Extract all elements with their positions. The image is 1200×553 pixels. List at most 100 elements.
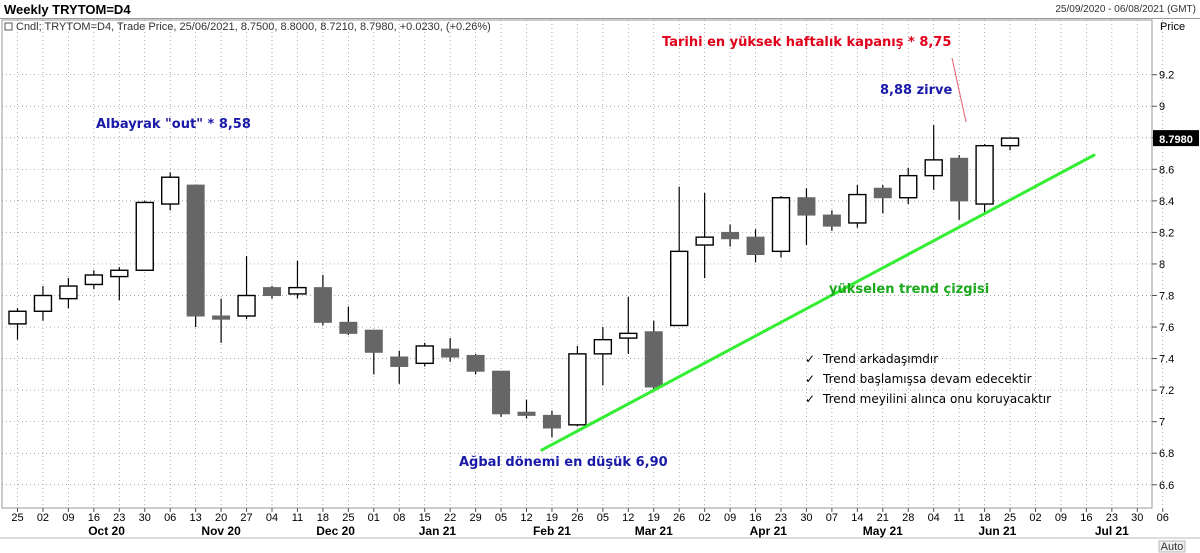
candle	[237, 256, 256, 320]
candle-body-down	[339, 321, 358, 334]
y-tick-label: 8.2	[1159, 227, 1174, 239]
annotation-albayrak: Albayrak "out" * 8,58	[96, 117, 251, 132]
auto-scale-label: Auto	[1161, 541, 1184, 553]
candle	[899, 167, 918, 205]
candle	[390, 350, 409, 384]
x-tick-label: 04	[928, 512, 940, 524]
candle-body-up	[135, 201, 154, 271]
candle-body-down	[873, 187, 892, 199]
candle-body-up	[695, 236, 714, 246]
x-month-label: Apr 21	[750, 524, 788, 538]
x-month-label: Jul 21	[1095, 524, 1129, 538]
candle	[568, 345, 587, 427]
candle	[135, 200, 154, 271]
candle-body-up	[288, 286, 307, 295]
x-tick-label: 11	[292, 512, 303, 524]
candle-body-up	[899, 174, 918, 199]
candle-body-up	[924, 159, 943, 177]
y-tick-label: 8.4	[1159, 196, 1174, 208]
x-tick-label: 23	[775, 512, 787, 524]
candle	[288, 260, 307, 299]
candle-body-down	[492, 370, 511, 415]
header-divider	[0, 18, 1200, 19]
candle	[364, 329, 383, 375]
candle-body-up	[33, 294, 53, 312]
x-tick-label: 19	[648, 512, 660, 524]
x-tick-label: 09	[724, 512, 736, 524]
x-tick-label: 02	[699, 512, 711, 524]
y-tick-label: 9.2	[1159, 70, 1174, 82]
candle	[212, 298, 231, 343]
x-tick-label: 29	[469, 512, 481, 524]
candle	[542, 410, 561, 438]
check-icon: ✓	[805, 392, 815, 406]
candle	[415, 342, 434, 367]
candle	[339, 306, 358, 335]
x-tick-label: 15	[419, 512, 431, 524]
candle	[8, 308, 27, 340]
x-tick-label: 12	[622, 512, 634, 524]
last-price-label: 8.7980	[1159, 134, 1193, 146]
auto-scale-toggle[interactable]	[1158, 540, 1186, 553]
candle-body-down	[542, 414, 561, 429]
x-tick-label: 16	[88, 512, 100, 524]
x-month-label: Jun 21	[978, 524, 1016, 538]
candle	[644, 320, 663, 392]
x-tick-label: 16	[1080, 512, 1092, 524]
candle-body-up	[59, 285, 78, 300]
candle	[313, 275, 332, 326]
x-tick-label: 23	[113, 512, 125, 524]
candle	[746, 229, 765, 263]
x-tick-label: 09	[62, 512, 74, 524]
candle	[160, 172, 180, 211]
x-tick-label: 26	[673, 512, 685, 524]
x-tick-label: 07	[826, 512, 838, 524]
y-axis-label: Price	[1160, 21, 1185, 33]
candle	[950, 155, 969, 220]
x-tick-label: 09	[1055, 512, 1067, 524]
candle	[721, 224, 740, 247]
x-tick-label: 28	[902, 512, 914, 524]
bullet-text: Trend arkadaşımdır	[822, 352, 938, 366]
candle-body-down	[950, 157, 969, 202]
uptrend-line	[540, 153, 1096, 452]
date-range: 25/09/2020 - 06/08/2021 (GMT)	[1055, 4, 1196, 15]
candle	[517, 399, 536, 419]
candle	[975, 144, 994, 216]
x-tick-label: 20	[215, 512, 227, 524]
x-tick-label: 30	[139, 512, 151, 524]
y-tick-label: 6.8	[1159, 448, 1174, 460]
y-tick-label: 8	[1159, 259, 1165, 271]
x-tick-label: 04	[266, 512, 278, 524]
candle	[771, 196, 791, 258]
x-tick-label: 18	[317, 512, 329, 524]
candle	[593, 327, 613, 386]
x-tick-label: 05	[495, 512, 507, 524]
annotations: Tarihi en yüksek haftalık kapanış * 8,75…	[4, 21, 1051, 470]
candle-body-up	[84, 274, 104, 286]
y-tick-label: 7.2	[1159, 385, 1174, 397]
candle-body-up	[593, 338, 613, 355]
y-tick-label: 7	[1159, 417, 1165, 429]
x-tick-label: 08	[393, 512, 405, 524]
candle	[619, 297, 638, 354]
chart-legend: Cndl; TRYTOM=D4, Trade Price, 25/06/2021…	[16, 21, 491, 33]
x-month-label: Jan 21	[419, 524, 457, 538]
x-month-label: Mar 21	[635, 524, 673, 538]
annotation-peak: 8,88 zirve	[880, 83, 953, 98]
candle-body-up	[1000, 137, 1020, 147]
x-month-label: Oct 20	[88, 524, 125, 538]
x-tick-label: 16	[749, 512, 761, 524]
x-tick-label: 25	[1004, 512, 1016, 524]
candle	[1000, 137, 1020, 151]
candle-body-up	[415, 345, 434, 365]
candle	[695, 192, 714, 279]
candles	[8, 125, 1020, 438]
x-tick-label: 05	[597, 512, 609, 524]
candle-body-down	[263, 287, 281, 297]
candle	[110, 267, 129, 301]
candle-body-up	[975, 144, 994, 205]
candle-body-down	[644, 331, 663, 388]
candle	[492, 370, 511, 417]
